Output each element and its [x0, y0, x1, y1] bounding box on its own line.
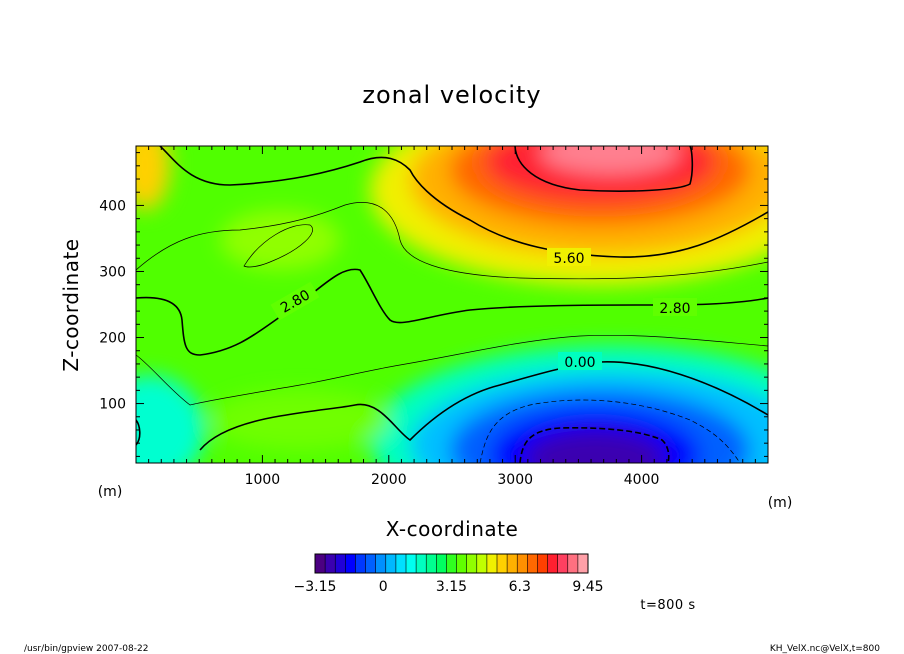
field-blob-left-cyan — [136, 375, 205, 463]
contour-small-closed — [243, 224, 313, 268]
x-unit-right: (m) — [768, 495, 793, 511]
footer-left: /usr/bin/gpview 2007-08-22 — [24, 644, 148, 654]
colorbar-swatch — [507, 554, 518, 573]
contour-label-0-00: 0.00 — [564, 355, 595, 371]
contour-lines — [136, 146, 768, 463]
x-tick-label: 4000 — [624, 472, 660, 488]
colorbar-tick-label: 3.15 — [436, 579, 467, 595]
colorbar-swatch — [335, 554, 346, 573]
x-tick-label: 3000 — [497, 472, 533, 488]
contour-label-bg-3 — [653, 298, 697, 316]
colorbar-swatch — [406, 554, 417, 573]
colorbar-swatch — [577, 554, 589, 573]
colorbar-swatch — [355, 554, 367, 573]
colorbar-swatch — [395, 554, 407, 573]
x-axis-label: X-coordinate — [386, 517, 519, 541]
y-axis: 100 200 300 400 — [99, 152, 768, 457]
colorbar-tick-label: 6.3 — [509, 579, 531, 595]
x-axis: 1000 2000 3000 4000 — [148, 146, 756, 488]
colorbar-tick-label: 0 — [379, 579, 388, 595]
footer-right: KH_VelX.nc@VelX,t=800 — [770, 644, 880, 654]
field-blob-green-2 — [210, 390, 390, 450]
x-tick-label: 2000 — [371, 472, 407, 488]
contour-label-bg-1 — [547, 248, 591, 266]
colorbar-swatch — [537, 554, 549, 573]
field-blob-green-1 — [220, 210, 340, 270]
colorbar-swatch — [517, 554, 528, 573]
colorbar-swatch — [456, 554, 468, 573]
colorbar-swatch — [385, 554, 397, 573]
colorbar-swatch — [365, 554, 377, 573]
colorbar-swatch — [567, 554, 579, 573]
field-blob-cold-core — [525, 430, 665, 463]
colorbar-tick-labels: −3.15 0 3.15 6.3 9.45 — [294, 579, 604, 595]
field-blob-warm-core — [540, 146, 680, 174]
contour-label-2-80-right: 2.80 — [659, 301, 690, 317]
contour-neg-dashed-1 — [479, 399, 741, 463]
contour-neg-dashed-2 — [519, 427, 670, 463]
contour-lower-thin — [136, 334, 768, 406]
chart-title: zonal velocity — [362, 81, 541, 109]
colorbar-swatch — [557, 554, 569, 573]
colorbar-tick-label: 9.45 — [572, 579, 603, 595]
y-tick-label: 200 — [99, 331, 126, 347]
colorbar — [314, 553, 589, 574]
contour-mid-thin — [136, 202, 768, 280]
colorbar-swatch — [527, 554, 538, 573]
y-tick-label: 100 — [99, 397, 126, 413]
colorbar-swatch — [497, 554, 508, 573]
colorbar-swatch — [476, 554, 488, 573]
plot-area: 5.60 2.80 2.80 0.00 — [136, 146, 768, 463]
colorbar-frame — [314, 553, 589, 574]
x-tick-label: 1000 — [245, 472, 281, 488]
contour-max-closed — [514, 146, 694, 192]
colorbar-swatch — [446, 554, 458, 573]
contour-label-5-60: 5.60 — [553, 251, 584, 267]
colorbar-swatch — [547, 554, 559, 573]
colorbar-swatch — [345, 554, 356, 573]
colorbar-swatch — [466, 554, 478, 573]
colorbar-swatch — [315, 554, 326, 573]
contour-label-bg-4 — [558, 352, 602, 370]
colorbar-swatch — [486, 554, 498, 573]
contour-upper — [159, 146, 768, 258]
field-blob-top-left — [136, 146, 170, 210]
y-tick-label: 300 — [99, 264, 126, 280]
contour-0-00 — [199, 361, 768, 451]
colorbar-swatch — [426, 554, 437, 573]
colorbar-swatch — [416, 554, 427, 573]
y-axis-label: Z-coordinate — [59, 238, 83, 371]
contour-label-bg-2 — [270, 281, 320, 321]
colorbar-tick-label: −3.15 — [294, 579, 337, 595]
contour-2-80 — [136, 268, 768, 356]
colorbar-swatch — [375, 554, 387, 573]
colorbar-swatch — [436, 554, 447, 573]
time-label: t=800 s — [640, 598, 695, 613]
colorbar-swatch — [325, 554, 336, 573]
x-unit-left: (m) — [98, 484, 123, 500]
y-tick-label: 400 — [99, 198, 126, 214]
